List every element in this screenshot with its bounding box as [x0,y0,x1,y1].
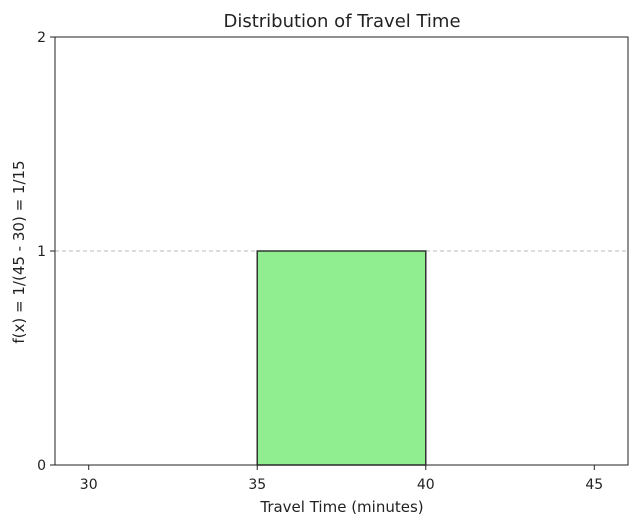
y-axis-title: f(x) = 1/(45 - 30) = 1/15 [10,160,28,343]
y-tick-label-2: 2 [37,30,46,46]
x-tick-label-40: 40 [417,477,435,493]
plot-area: 30 35 40 45 0 1 2 [37,30,629,493]
y-tick-label-1: 1 [37,244,46,260]
x-tick-label-45: 45 [585,477,603,493]
x-tick-label-30: 30 [80,477,98,493]
bar-0 [256,250,427,466]
x-tick-label-35: 35 [248,477,266,493]
x-axis-title: Travel Time (minutes) [259,498,423,516]
y-tick-label-0: 0 [37,458,46,474]
chart-title: Distribution of Travel Time [223,11,460,32]
